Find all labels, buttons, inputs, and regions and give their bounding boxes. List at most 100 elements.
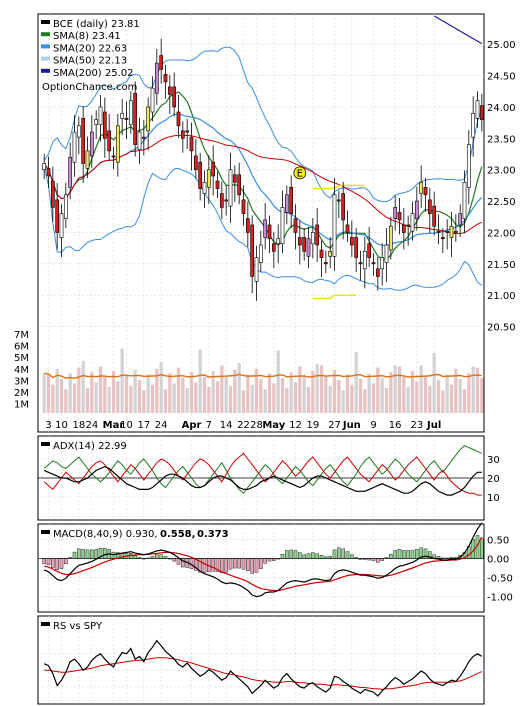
volume-bar: [137, 380, 142, 413]
volume-bar: [397, 366, 402, 413]
rs-frame: [37, 615, 485, 705]
candle: [141, 120, 146, 156]
candle-body: [159, 55, 164, 70]
candle: [263, 202, 268, 250]
macd-histogram-bar: [311, 552, 315, 559]
candle: [293, 204, 298, 250]
volume-bar: [311, 371, 315, 413]
y-tick-label-6: 22.00: [487, 228, 516, 239]
y-tick-label-9: 20.50: [487, 323, 516, 334]
candle-body: [193, 155, 198, 171]
candle: [397, 197, 402, 235]
candle: [180, 121, 185, 153]
candle: [215, 171, 220, 198]
volume-bar: [215, 381, 220, 413]
volume-bar: [246, 374, 250, 413]
candle: [137, 117, 142, 165]
macd-histogram-bar: [133, 555, 137, 559]
volume-bar: [363, 389, 367, 413]
candle-body: [133, 92, 138, 145]
candle: [284, 185, 289, 225]
volume-bar: [423, 375, 428, 413]
candle: [55, 182, 60, 250]
candle: [310, 218, 315, 259]
candle-body: [128, 100, 133, 125]
macd-histogram-bar: [59, 558, 64, 569]
legend-label-1: 0.558,: [160, 529, 195, 540]
candle: [102, 97, 107, 158]
candle: [241, 185, 246, 226]
legend-swatch: [41, 44, 50, 49]
candle-body: [245, 218, 250, 233]
volume-bar: [449, 384, 454, 413]
candle: [159, 38, 164, 84]
macd-histogram-bar: [436, 556, 441, 559]
candle: [81, 106, 86, 183]
candle-body: [258, 244, 263, 263]
candle-body: [306, 238, 311, 257]
candle-body: [46, 168, 51, 177]
volume-bar: [272, 383, 276, 413]
legend-swatch: [41, 530, 50, 534]
watermark-label: OptionChance.com: [42, 82, 137, 93]
legend-label-0: MACD(8,40,9) 0.930,: [53, 529, 158, 540]
candle: [414, 186, 419, 231]
candle-body: [289, 186, 294, 214]
candle-body: [315, 224, 320, 246]
adx-panel: 30 20 10 ADX(14) 22.99: [37, 435, 500, 521]
candle-body: [107, 130, 112, 152]
candle-body: [232, 174, 237, 183]
candle-body: [393, 207, 398, 219]
macd-y-tick-3: -1.00: [487, 593, 513, 604]
x-tick-label-10: 14: [220, 420, 233, 431]
candle: [384, 228, 389, 283]
volume-bar: [354, 351, 358, 413]
volume-bar: [155, 368, 159, 413]
sma200-line: [433, 15, 483, 45]
volume-bar: [410, 371, 415, 413]
macd-y-tick-2: -0.50: [487, 574, 513, 585]
candle-body: [271, 243, 276, 252]
volume-axis-label-0: 7M: [14, 330, 29, 341]
macd-signal-line: [44, 536, 483, 592]
candle-body: [423, 186, 428, 196]
candle: [449, 211, 454, 257]
candle: [267, 215, 272, 254]
volume-bar: [202, 376, 207, 413]
candle: [419, 165, 424, 208]
volume-bar: [389, 372, 393, 413]
candle-body: [436, 230, 441, 233]
candle-body: [263, 219, 268, 238]
channel-lower-line: [312, 294, 357, 300]
x-tick-label-3: 24: [85, 420, 98, 431]
candle: [202, 170, 207, 208]
candle: [120, 98, 125, 136]
macd-histogram-bar: [254, 558, 259, 573]
candle: [124, 101, 129, 139]
candle: [341, 181, 346, 240]
candle-body: [380, 257, 385, 270]
candle: [172, 72, 177, 117]
candle-body: [189, 136, 194, 152]
volume-bar: [59, 379, 64, 413]
volume-bar: [376, 367, 380, 413]
candle-body: [68, 156, 73, 188]
candle-body: [224, 199, 229, 202]
candle-body: [228, 169, 233, 207]
macd-histogram-bar: [319, 555, 324, 559]
candle-body: [479, 105, 484, 120]
candle-body: [414, 200, 419, 219]
bollinger-lower-line: [43, 166, 483, 291]
candle-body: [141, 136, 146, 139]
candle: [349, 220, 354, 257]
macd-histogram-bar: [176, 558, 181, 565]
candle-body: [72, 131, 77, 163]
volume-bar: [81, 360, 85, 413]
volume-bar: [458, 379, 462, 413]
volume-bar: [384, 388, 389, 413]
candle: [371, 253, 376, 276]
candle-body: [328, 250, 333, 257]
legend-swatch: [41, 622, 50, 626]
macd-y-tick-1: 0.00: [487, 554, 509, 565]
volume-bar: [393, 365, 397, 413]
